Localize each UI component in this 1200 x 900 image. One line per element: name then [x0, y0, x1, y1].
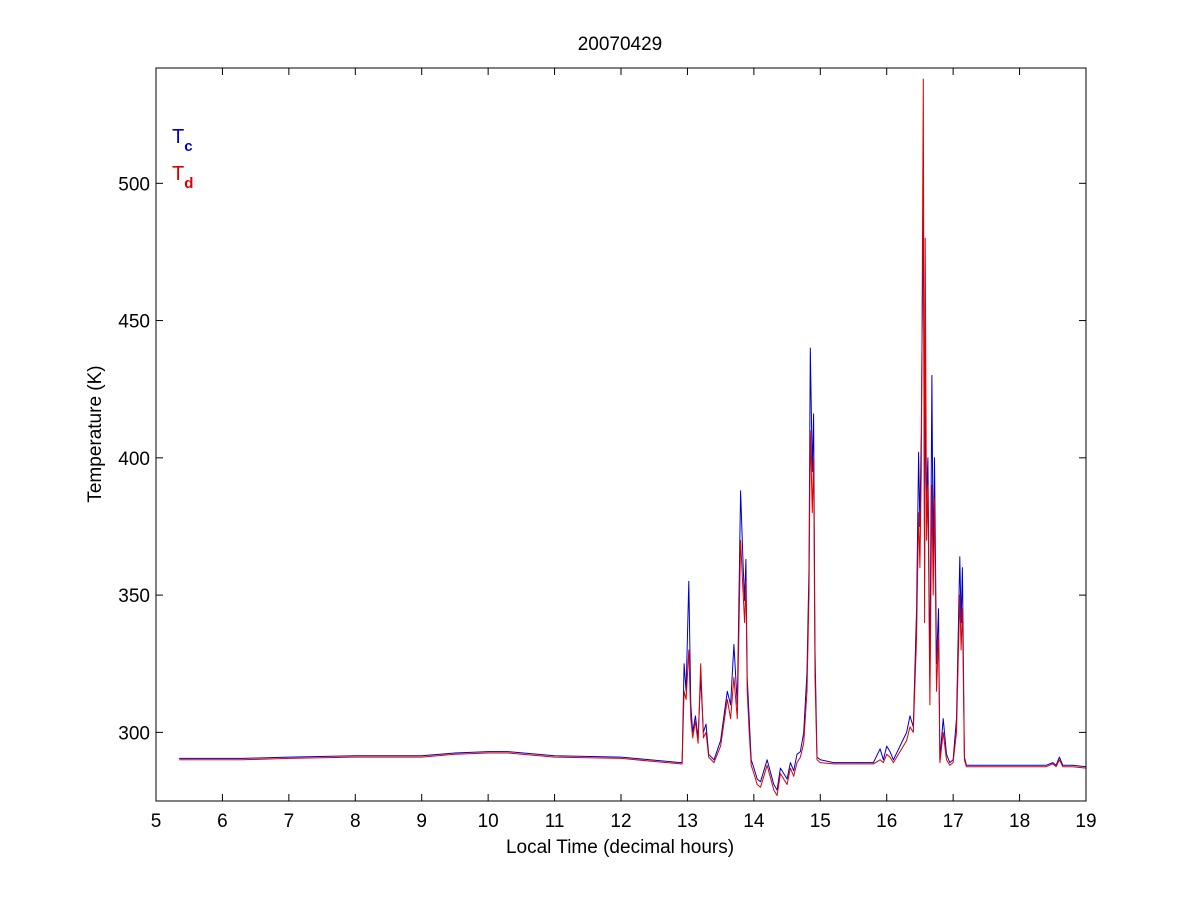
- x-tick-label: 7: [284, 811, 295, 832]
- y-axis: 300 350 400 450 500: [118, 174, 1086, 744]
- x-tick-label: 10: [478, 811, 499, 832]
- x-tick-label: 12: [610, 811, 631, 832]
- x-tick-label: 17: [943, 811, 964, 832]
- y-axis-label: Temperature (K): [85, 365, 106, 502]
- x-tick-label: 6: [217, 811, 228, 832]
- x-tick-label: 8: [350, 811, 361, 832]
- series-layer: [179, 78, 1087, 796]
- y-tick-label: 500: [118, 174, 150, 195]
- y-tick-label: 300: [118, 723, 150, 744]
- x-axis: 5 6 7 8 9 10 11 12 13 14 15 16 17 18 19: [151, 68, 1097, 832]
- x-tick-label: 14: [743, 811, 765, 832]
- legend: Tc Td: [172, 126, 193, 192]
- x-tick-label: 18: [1009, 811, 1030, 832]
- x-tick-label: 15: [810, 811, 831, 832]
- y-tick-label: 450: [118, 312, 150, 333]
- x-tick-label: 9: [416, 811, 427, 832]
- x-tick-label: 16: [876, 811, 897, 832]
- x-axis-label: Local Time (decimal hours): [506, 837, 734, 858]
- chart-title: 20070429: [578, 34, 663, 55]
- y-tick-label: 350: [118, 586, 150, 607]
- series-td-line: [179, 78, 1087, 796]
- y-tick-label: 400: [118, 449, 150, 470]
- x-tick-label: 5: [151, 811, 162, 832]
- x-tick-label: 13: [677, 811, 698, 832]
- legend-entry-tc: Tc: [172, 126, 193, 155]
- x-tick-label: 11: [545, 811, 565, 832]
- x-tick-label: 19: [1075, 811, 1096, 832]
- series-tc-line: [179, 196, 1087, 791]
- legend-entry-td: Td: [172, 163, 193, 192]
